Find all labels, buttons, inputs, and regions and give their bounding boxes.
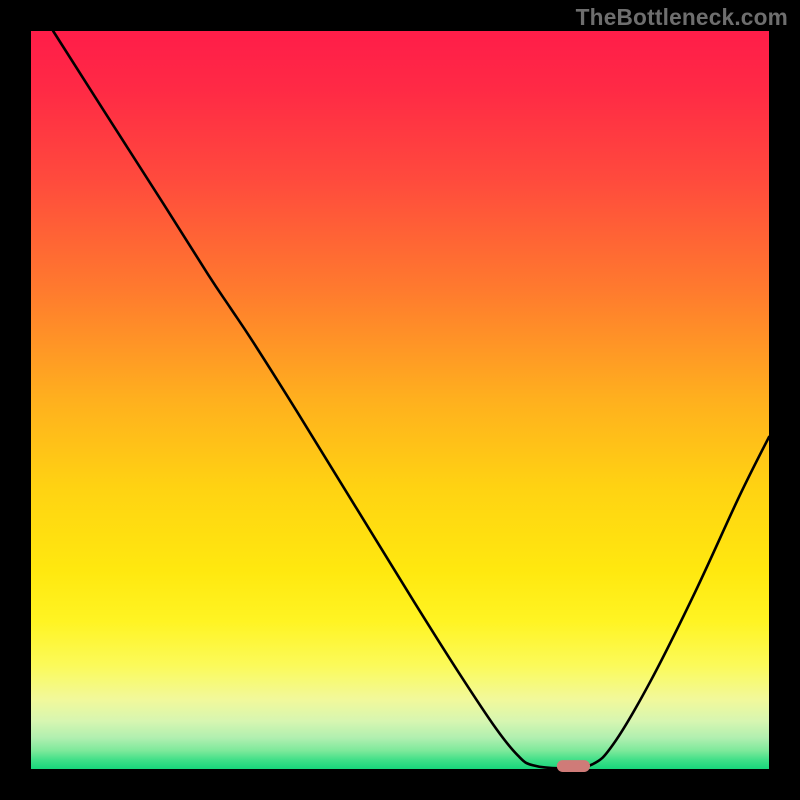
minimum-marker [557, 760, 590, 772]
chart-svg [0, 0, 800, 800]
chart-stage: TheBottleneck.com [0, 0, 800, 800]
watermark-text: TheBottleneck.com [576, 4, 788, 31]
plot-area [31, 31, 769, 769]
